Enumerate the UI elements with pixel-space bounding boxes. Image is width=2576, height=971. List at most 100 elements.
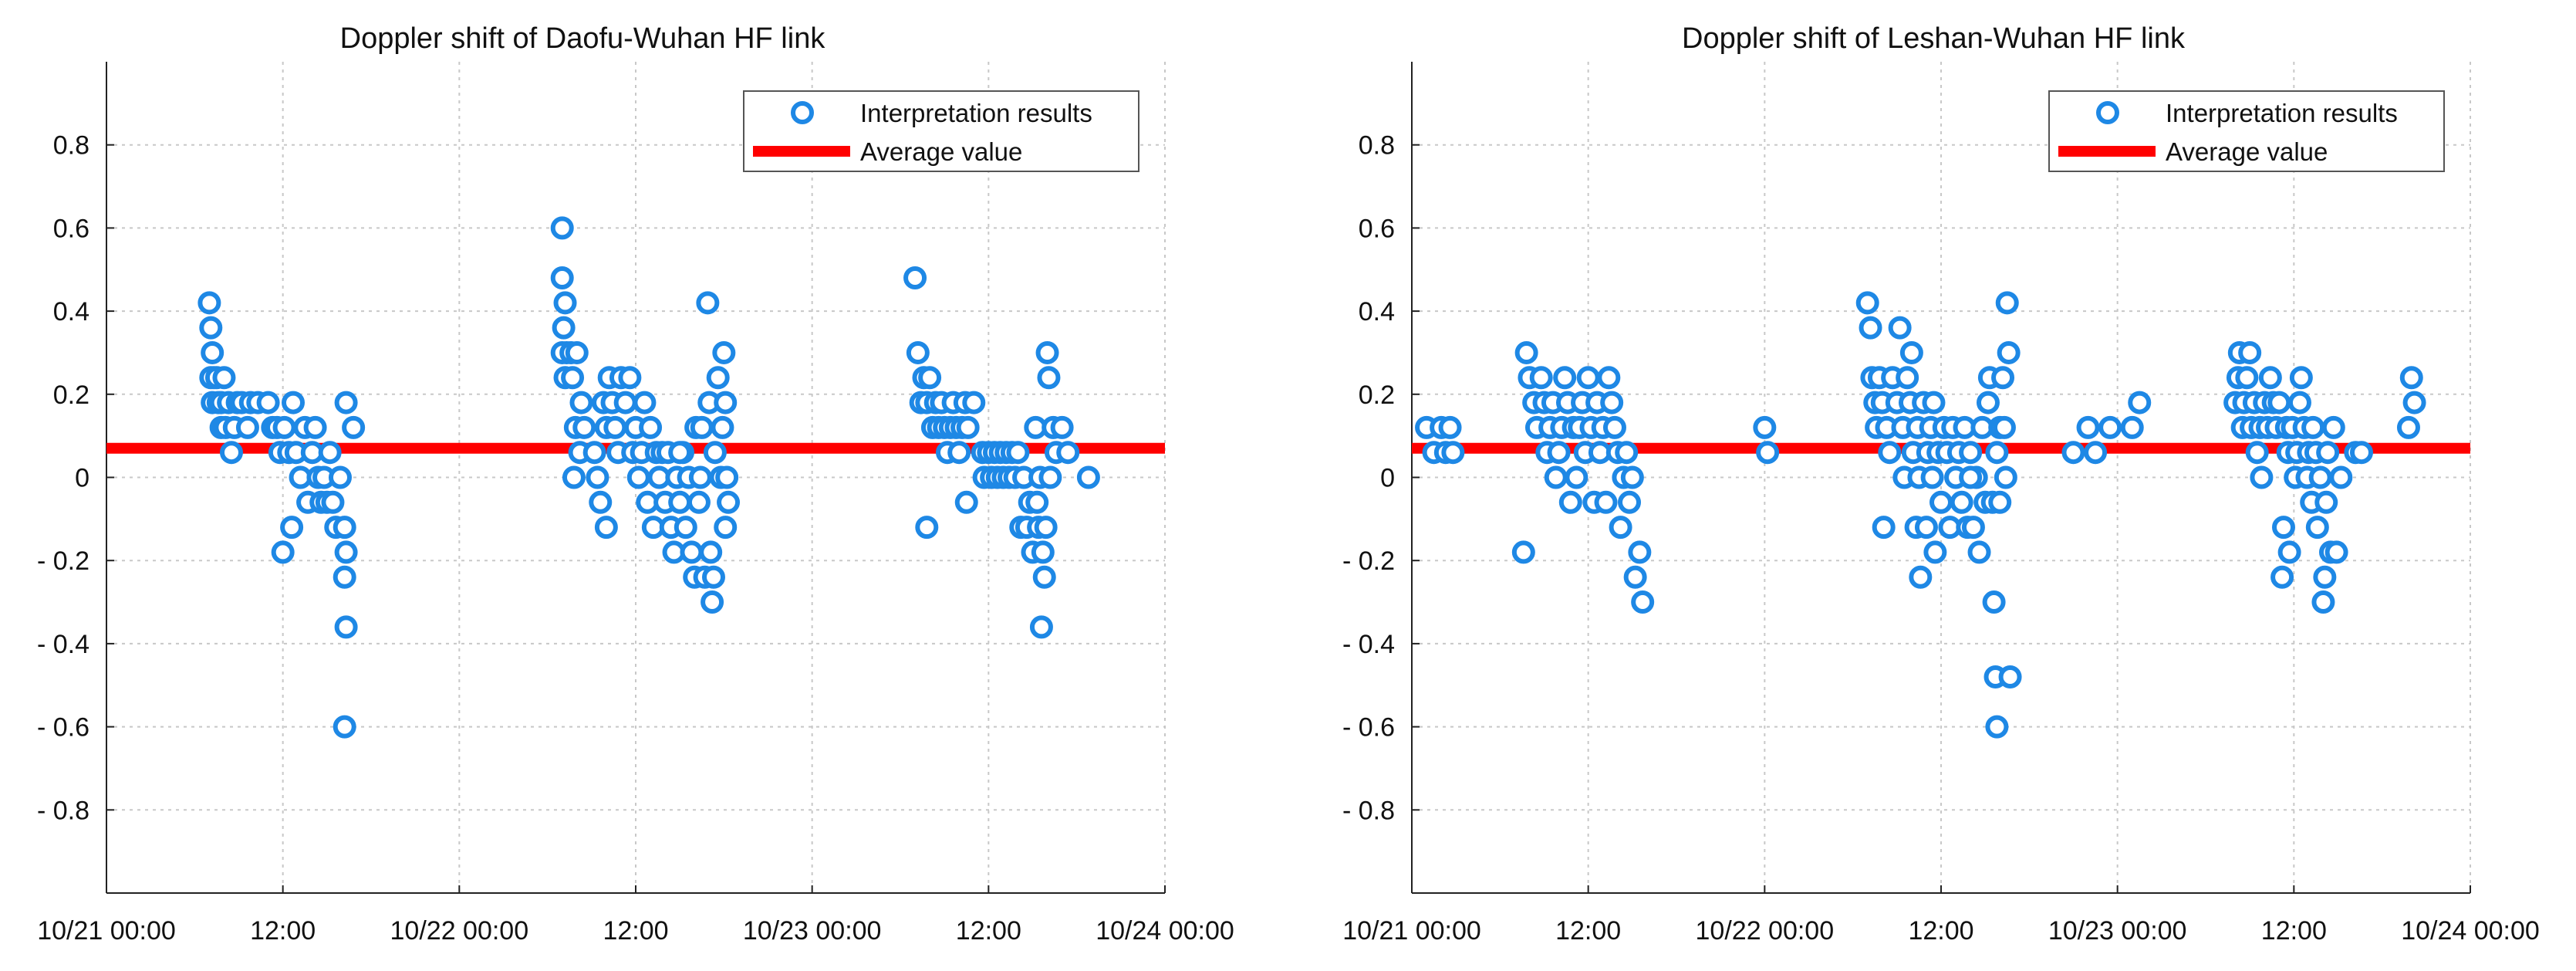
data-point [1514,340,1538,364]
data-point [1994,465,2017,489]
data-point [201,340,225,364]
data-point [582,441,606,465]
data-point [2128,391,2152,414]
data-point [1544,465,1568,489]
legend-label-results: Interpretation results [2166,99,2398,127]
data-point [706,366,730,390]
data-point [1929,490,1953,514]
data-point [1609,516,1632,540]
data-point [1076,465,1100,489]
data-point [668,490,692,514]
data-point [333,565,356,589]
data-point [903,266,927,290]
data-point [334,540,358,564]
data-point [2305,516,2329,540]
data-point [1034,516,1058,540]
data-point [2316,441,2340,465]
data-point [550,266,574,290]
data-point [1438,415,1462,439]
data-point [318,441,342,465]
data-point [2258,366,2282,390]
data-point [572,415,596,439]
data-point [1628,540,1652,564]
data-point [1995,291,2019,315]
data-point [565,340,589,364]
data-point [714,516,738,540]
data-point [703,441,727,465]
y-tick-label: 0.2 [53,381,89,410]
legend-marker-circle-icon [2096,101,2119,124]
data-point [2245,441,2269,465]
chart-title: Doppler shift of Leshan-Wuhan HF link [1682,22,2186,55]
y-tick-label: 0.8 [53,131,89,161]
data-point [1976,391,2000,414]
data-point [674,516,697,540]
x-tick-label: 12:00 [603,916,668,946]
x-tick-label: 12:00 [1555,916,1621,946]
legend-label-average: Average value [860,137,1022,166]
chart-leshan-wuhan: Doppler shift of Leshan-Wuhan HF link 10… [1342,22,2540,946]
x-tick-label: 10/23 00:00 [2048,916,2187,946]
data-point [552,316,576,340]
x-tick-label: 10/23 00:00 [743,916,882,946]
data-point [219,441,243,465]
data-point [2267,391,2291,414]
data-point [1753,415,1777,439]
data-point [1855,291,1879,315]
data-point [594,516,618,540]
axes: 10/21 00:00 12:00 10/22 00:00 12:00 10/23 00… [1342,62,2540,946]
data-point [712,340,736,364]
data-point [553,291,577,315]
data-point [2270,565,2294,589]
data-point [1594,490,1618,514]
data-point [1056,441,1080,465]
data-point [334,391,358,414]
data-point [1031,540,1055,564]
data-point [2287,391,2311,414]
data-point [328,465,352,489]
data-point [2076,415,2100,439]
data-point [1029,615,1053,639]
y-tick-label: - 0.8 [1342,796,1395,825]
data-point [915,516,939,540]
y-tick-label: - 0.2 [1342,546,1395,576]
data-point [918,366,942,390]
data-point [569,391,593,414]
data-point [1600,391,1624,414]
data-point [1038,465,1062,489]
data-point [1961,516,1985,540]
data-point [2314,490,2338,514]
y-tick-label: - 0.4 [1342,630,1395,659]
data-point [1888,316,1912,340]
data-point [2324,540,2348,564]
data-point [1872,516,1896,540]
data-point [613,391,637,414]
x-tick-label: 12:00 [250,916,316,946]
data-point [2396,415,2420,439]
data-point [271,540,295,564]
x-tick-label: 10/21 00:00 [1342,916,1481,946]
data-point [212,366,236,390]
data-point [2402,391,2426,414]
data-point [1985,441,2009,465]
data-point [603,415,627,439]
data-point [690,415,714,439]
data-point [717,490,741,514]
data-point [1037,366,1061,390]
y-tick-label: 0.6 [1359,214,1395,243]
data-point [633,391,657,414]
data-point [235,415,259,439]
data-point [2238,340,2262,364]
data-point [586,465,609,489]
data-point [1909,565,1933,589]
data-point [2301,415,2325,439]
data-point [1511,540,1535,564]
data-point [1950,490,1973,514]
legend: Interpretation results Average value [2048,90,2445,172]
data-point [688,465,712,489]
data-point [1035,340,1059,364]
data-point [1615,441,1639,465]
x-tick-label: 10/22 00:00 [1696,916,1835,946]
data-point [321,490,345,514]
